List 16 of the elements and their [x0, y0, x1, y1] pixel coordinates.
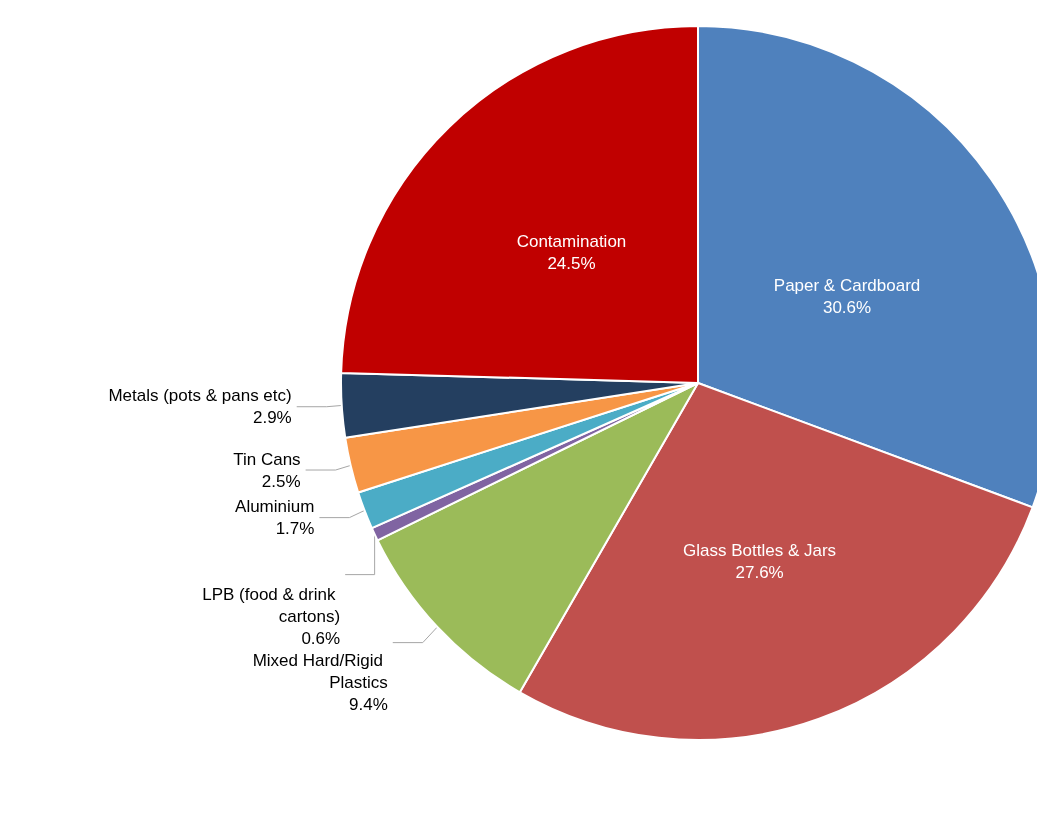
- data-label: 2.5%: [261, 471, 301, 491]
- slice-label: Tin Cans: [233, 449, 301, 469]
- data-label: 9.4%: [349, 695, 388, 715]
- slice-label: Aluminium: [235, 497, 315, 517]
- slice-label: LPB (food & drink cartons): [202, 585, 341, 627]
- slice-label: Mixed Hard/Rigid Plastics: [252, 651, 388, 693]
- slice-label: Glass Bottles & Jars: [683, 541, 837, 561]
- data-label: 2.9%: [252, 408, 292, 428]
- slice-label: Metals (pots & pans etc): [108, 386, 292, 406]
- data-label: 1.7%: [275, 519, 315, 539]
- data-label: 30.6%: [822, 298, 872, 318]
- data-label: 27.6%: [735, 563, 784, 583]
- data-label: 24.5%: [547, 254, 596, 274]
- slice-label: Contamination: [516, 232, 627, 252]
- slice-label: Paper & Cardboard: [773, 276, 921, 296]
- data-label: 0.6%: [301, 629, 341, 649]
